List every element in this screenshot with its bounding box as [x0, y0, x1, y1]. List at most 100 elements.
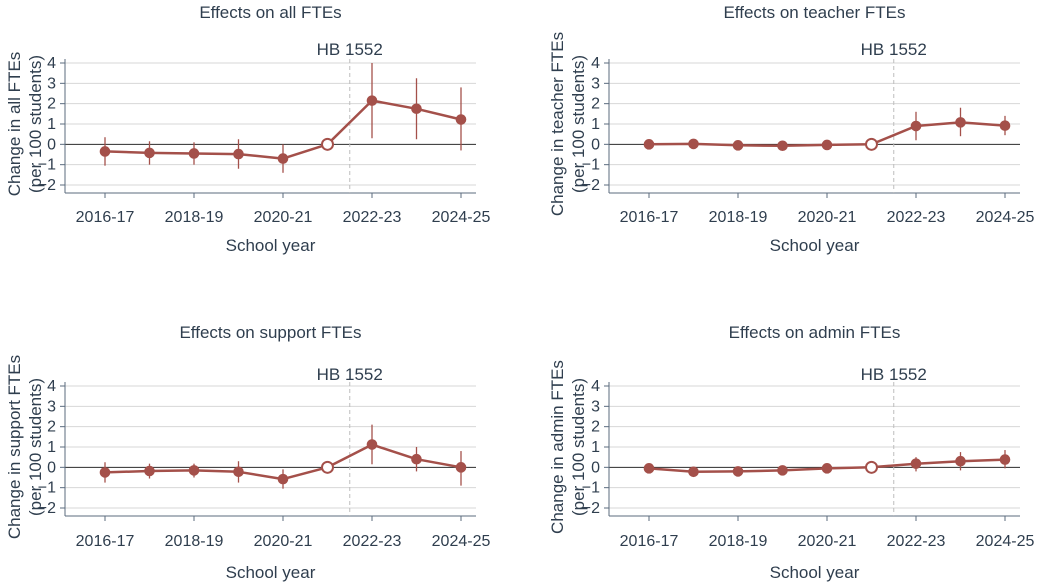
y-tick-label: 4 [47, 55, 56, 72]
data-point [777, 140, 788, 152]
y-tick-label: 2 [591, 96, 600, 113]
y-tick-label: −1 [582, 157, 600, 174]
y-tick-label: 2 [47, 96, 56, 113]
chart-panel-4: −2 −1 0 1 2 3 4 2016-17 2018-19 2020-21 2022-23 202… [548, 323, 1034, 582]
data-point [455, 114, 467, 125]
y-tick-label: 4 [591, 55, 600, 72]
x-axis-label: School year [226, 563, 316, 582]
y-tick-label: −2 [38, 500, 56, 517]
y-axis-label-line: Change in all FTEs [5, 52, 24, 197]
y-tick-label: 1 [47, 439, 56, 456]
y-axis-label-line: (per 100 students) [569, 55, 588, 193]
y-axis-label: Change in support FTEs (per 100 students) [5, 355, 45, 539]
data-point [999, 454, 1011, 465]
data-point [643, 463, 655, 474]
data-point [910, 458, 922, 469]
x-tick-label: 2018-19 [709, 533, 768, 550]
data-point [821, 463, 833, 474]
reference-point [321, 137, 334, 151]
x-tick-label: 2018-19 [165, 533, 224, 550]
y-tick-label: 3 [591, 398, 600, 415]
data-point [188, 465, 200, 476]
data-point [955, 117, 966, 128]
data-point [732, 140, 744, 151]
x-tick-label: 2022-23 [887, 209, 946, 226]
y-tick-label: −2 [582, 500, 600, 517]
data-point [999, 120, 1011, 131]
data-point [411, 103, 422, 115]
chart-title: Effects on support FTEs [179, 323, 361, 342]
y-axis-label: Change in teacher FTEs (per 100 students) [548, 32, 588, 216]
y-axis-label: Change in admin FTEs (per 100 students) [548, 360, 588, 534]
data-point [910, 120, 922, 132]
chart-title: Effects on all FTEs [199, 3, 341, 22]
data-point [144, 465, 155, 477]
x-tick-label: 2018-19 [709, 209, 768, 226]
x-tick-label: 2024-25 [432, 533, 491, 550]
x-tick-label: 2022-23 [343, 209, 402, 226]
data-point [144, 147, 155, 159]
reference-point [865, 460, 878, 474]
x-axis-label: School year [770, 236, 860, 255]
policy-annotation: HB 1552 [317, 40, 383, 59]
y-tick-label: 3 [591, 75, 600, 92]
x-tick-label: 2016-17 [620, 209, 679, 226]
reference-point [865, 137, 878, 151]
y-tick-label: 3 [47, 398, 56, 415]
y-axis-label-line: (per 100 students) [569, 378, 588, 516]
y-tick-label: 0 [47, 136, 56, 153]
y-tick-label: 1 [47, 116, 56, 133]
x-tick-label: 2020-21 [798, 533, 857, 550]
data-point [277, 473, 289, 485]
y-tick-label: 1 [591, 116, 600, 133]
x-axis-label: School year [770, 563, 860, 582]
y-axis-label-line: Change in support FTEs [5, 355, 24, 539]
y-axis-label-line: (per 100 students) [26, 378, 45, 516]
policy-annotation: HB 1552 [861, 40, 927, 59]
y-tick-label: −1 [38, 157, 56, 174]
y-tick-label: −1 [582, 480, 600, 497]
x-tick-label: 2024-25 [976, 209, 1035, 226]
chart-panel-2: −2 −1 0 1 2 3 4 2016-17 2018-19 2020-21 2022-23 202… [548, 3, 1034, 255]
y-axis-label-line: (per 100 students) [26, 55, 45, 193]
y-tick-label: −2 [38, 177, 56, 194]
y-tick-label: 0 [591, 459, 600, 476]
y-tick-label: 2 [591, 419, 600, 436]
policy-annotation: HB 1552 [317, 365, 383, 384]
x-tick-label: 2016-17 [620, 533, 679, 550]
x-tick-label: 2022-23 [343, 533, 402, 550]
reference-point [321, 460, 334, 474]
policy-annotation: HB 1552 [861, 365, 927, 384]
data-point [777, 465, 788, 476]
y-tick-label: −1 [38, 480, 56, 497]
y-tick-label: −2 [582, 177, 600, 194]
x-tick-label: 2020-21 [254, 533, 313, 550]
data-point [188, 148, 200, 159]
y-tick-label: 4 [47, 378, 56, 395]
y-tick-label: 3 [47, 75, 56, 92]
x-tick-label: 2018-19 [165, 209, 224, 226]
chart-title: Effects on admin FTEs [729, 323, 901, 342]
data-point [233, 148, 244, 160]
y-tick-label: 1 [591, 439, 600, 456]
x-tick-label: 2020-21 [798, 209, 857, 226]
data-point [688, 466, 699, 478]
y-tick-label: 2 [47, 419, 56, 436]
y-axis-label-line: Change in admin FTEs [548, 360, 567, 534]
data-point [732, 466, 744, 477]
x-tick-label: 2024-25 [432, 209, 491, 226]
data-point [821, 139, 833, 151]
x-tick-label: 2020-21 [254, 209, 313, 226]
y-tick-label: 0 [591, 136, 600, 153]
data-point [643, 139, 655, 150]
data-point [411, 453, 422, 465]
chart-panel-1: −2 −1 0 1 2 3 4 2016-17 2018-19 2020-21 2022-23 202… [5, 3, 490, 255]
x-tick-label: 2022-23 [887, 533, 946, 550]
data-point [366, 439, 378, 450]
data-point [99, 467, 111, 478]
chart-panel-3: −2 −1 0 1 2 3 4 2016-17 2018-19 2020-21 2022-23 202… [5, 323, 490, 582]
data-point [277, 153, 289, 164]
data-point [955, 455, 966, 467]
x-tick-label: 2016-17 [76, 533, 135, 550]
